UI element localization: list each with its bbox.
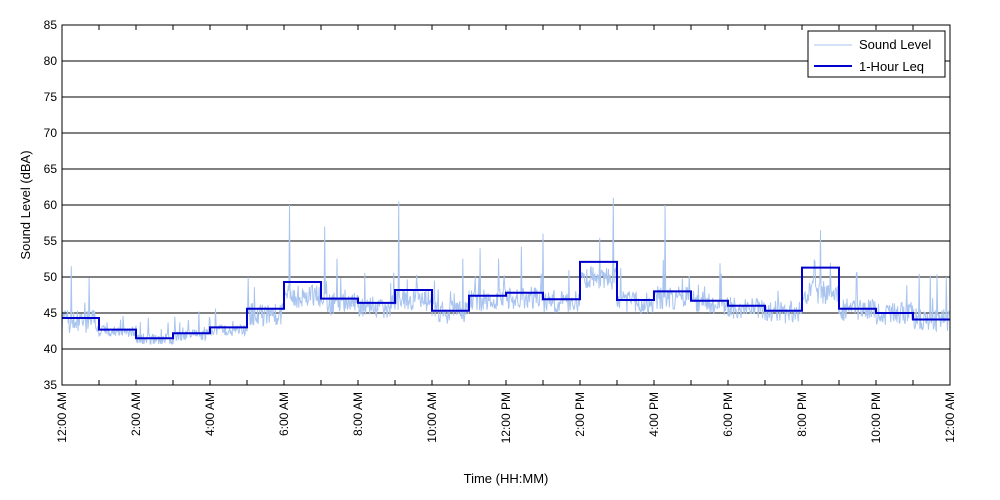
- y-tick-label: 55: [44, 234, 58, 248]
- x-tick-label: 8:00 AM: [351, 392, 365, 436]
- y-tick-label: 50: [44, 270, 58, 284]
- leq-series: [62, 260, 950, 340]
- x-tick-label: 8:00 PM: [795, 392, 809, 437]
- y-tick-label: 75: [44, 90, 58, 104]
- y-tick-label: 45: [44, 306, 58, 320]
- legend-label-leq: 1-Hour Leq: [859, 59, 924, 74]
- grid-lines: [62, 60, 950, 350]
- legend-label-sound-level: Sound Level: [859, 37, 931, 52]
- x-tick-label: 10:00 AM: [425, 392, 439, 443]
- legend-box: [807, 30, 946, 78]
- x-tick-label: 12:00 AM: [55, 392, 69, 443]
- x-tick-label: 12:00 AM: [943, 392, 957, 443]
- x-tick-label: 2:00 PM: [573, 392, 587, 437]
- y-tick-label: 80: [44, 54, 58, 68]
- x-tick-label: 6:00 PM: [721, 392, 735, 437]
- x-tick-label: 6:00 AM: [277, 392, 291, 436]
- x-tick-label: 4:00 AM: [203, 392, 217, 436]
- x-tick-label: 4:00 PM: [647, 392, 661, 437]
- x-tick-label: 2:00 AM: [129, 392, 143, 436]
- y-tick-label: 65: [44, 162, 58, 176]
- y-tick-label: 35: [44, 378, 58, 392]
- y-tick-label: 60: [44, 198, 58, 212]
- y-axis: 35 40 45 50 55 60 65 70 75 80 85: [44, 18, 67, 392]
- y-tick-label: 85: [44, 18, 58, 32]
- x-tick-label: 10:00 PM: [869, 392, 883, 443]
- x-axis-label: Time (HH:MM): [464, 471, 549, 486]
- y-axis-label: Sound Level (dBA): [18, 150, 33, 259]
- legend: Sound Level 1-Hour Leq: [807, 30, 946, 78]
- y-tick-label: 70: [44, 126, 58, 140]
- x-axis: 12:00 AM 2:00 AM 4:00 AM 6:00 AM 8:00 AM 10:0…: [55, 25, 957, 443]
- x-tick-label: 12:00 PM: [499, 392, 513, 443]
- leq-step-line: [62, 260, 950, 340]
- y-tick-label: 40: [44, 342, 58, 356]
